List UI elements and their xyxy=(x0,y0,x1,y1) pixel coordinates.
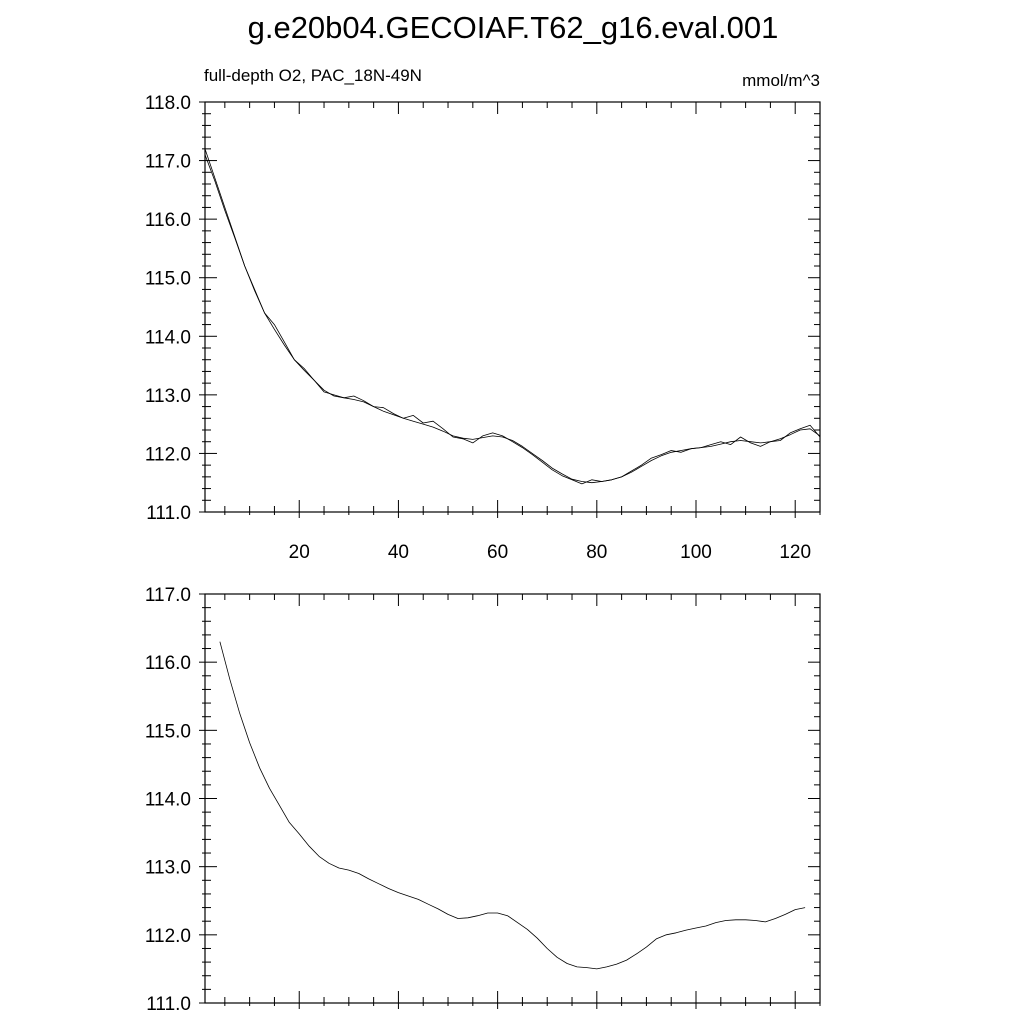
top-panel: full-depth O2, PAC_18N-49N mmol/m^3 111.… xyxy=(145,66,821,563)
panel-1-y-tick-label: 111.0 xyxy=(146,994,191,1015)
figure-title: g.e20b04.GECOIAF.T62_g16.eval.001 xyxy=(248,10,779,45)
top-panel-units-label: mmol/m^3 xyxy=(742,71,820,90)
panel-0-frame xyxy=(204,101,821,513)
panel-0-y-tick-label: 114.0 xyxy=(145,327,191,348)
panel-1-y-tick-label: 117.0 xyxy=(145,585,191,606)
panel-0-x-tick-label: 40 xyxy=(388,542,409,563)
panel-0-y-tick-label: 118.0 xyxy=(145,93,191,114)
panel-0-y-tick-label: 115.0 xyxy=(145,269,191,290)
panel-1-series-0-line xyxy=(219,641,806,970)
top-panel-left-label: full-depth O2, PAC_18N-49N xyxy=(204,66,422,85)
panel-0-x-tick-label: 20 xyxy=(289,542,310,563)
panel-0-x-tick-label: 80 xyxy=(586,542,607,563)
panel-0-y-tick-label: 112.0 xyxy=(145,444,191,465)
panel-0-x-tick-label: 100 xyxy=(680,542,712,563)
panel-1-frame xyxy=(204,593,821,1004)
panel-1-y-tick-label: 116.0 xyxy=(145,653,191,674)
panel-0-y-tick-label: 111.0 xyxy=(146,503,191,524)
panel-0-x-tick-label: 120 xyxy=(779,542,811,563)
panel-0-y-tick-label: 116.0 xyxy=(145,210,191,231)
bottom-panel-marks: 111.0 112.0 113.0 114.0 115.0 116.0 117.0 xyxy=(145,585,821,1015)
panel-0-series-0-line xyxy=(204,148,821,485)
panel-0-series-1-line xyxy=(204,154,821,484)
panel-0-y-tick-label: 117.0 xyxy=(145,152,191,173)
panel-1-y-tick-label: 115.0 xyxy=(145,721,191,742)
panel-1-y-tick-label: 114.0 xyxy=(145,790,191,811)
panel-0-y-tick-label: 113.0 xyxy=(145,386,191,407)
top-panel-marks: 111.0 112.0 113.0 114.0 115.0 116.0 117.0 118.0… xyxy=(145,93,821,563)
panel-0-x-tick-label: 60 xyxy=(487,542,508,563)
bottom-panel: 111.0 112.0 113.0 114.0 115.0 116.0 117.0 xyxy=(145,585,821,1015)
panel-1-y-tick-label: 113.0 xyxy=(145,858,191,879)
panel-1-y-tick-label: 112.0 xyxy=(145,926,191,947)
